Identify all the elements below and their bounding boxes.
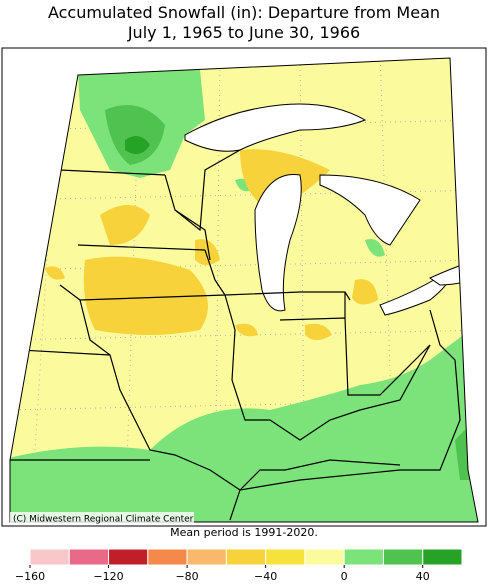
colorbar-box — [343, 548, 384, 566]
subtitle: July 1, 1965 to June 30, 1966 — [127, 23, 360, 42]
colorbar-box — [265, 548, 306, 566]
colorbar-box — [225, 548, 267, 566]
colorbar-box — [304, 548, 345, 566]
colorbar-box — [147, 548, 188, 566]
colorbar-tick-label: −40 — [254, 570, 277, 583]
colorbar-tick-label: −120 — [93, 570, 123, 583]
colorbar-box — [422, 548, 463, 566]
colorbar-box — [29, 548, 70, 566]
colorbar-box — [68, 548, 110, 566]
colorbar-tick-label: 40 — [416, 570, 430, 583]
colorbar-box — [382, 548, 424, 566]
title: Accumulated Snowfall (in): Departure fro… — [48, 3, 440, 22]
colorbar: −160 −120 −80 −40 0 40 — [15, 548, 463, 583]
colorbar-tick-label: −160 — [15, 570, 45, 583]
colorbar-box — [186, 548, 227, 566]
colorbar-tick-label: −80 — [175, 570, 198, 583]
map: (C) Midwestern Regional Climate Center — [1, 47, 487, 527]
state-lines — [10, 149, 461, 521]
colorbar-tick-label: 0 — [341, 570, 348, 583]
credit: (C) Midwestern Regional Climate Center — [13, 515, 194, 525]
green-areas — [10, 70, 478, 522]
note: Mean period is 1991-2020. — [170, 526, 318, 539]
colorbar-box — [108, 548, 149, 566]
